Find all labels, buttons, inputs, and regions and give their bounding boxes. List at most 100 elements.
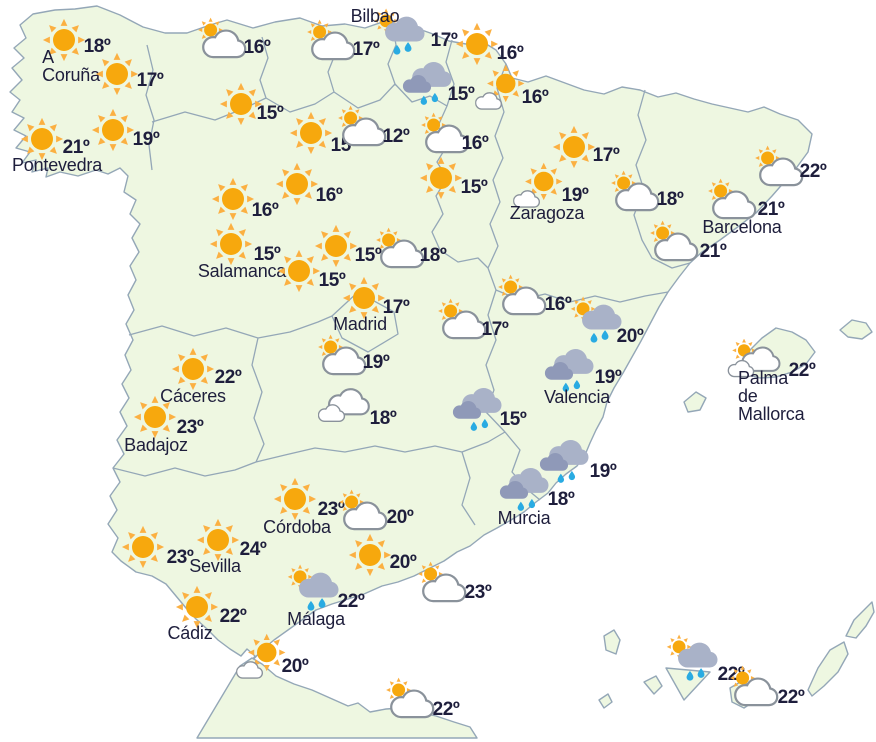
temperature-label: 19º	[589, 461, 617, 482]
city-label: Madrid	[333, 314, 387, 334]
island-fuerteventura	[807, 641, 849, 697]
temperature-label: 15º	[253, 244, 281, 265]
sun-cloud-icon	[192, 17, 248, 60]
temperature-label: 19º	[362, 352, 390, 373]
sun-cloud-icon	[333, 489, 389, 532]
temperature-label: 15º	[318, 270, 346, 291]
temperature-label: 15º	[460, 177, 488, 198]
sun-cloud-icon	[492, 274, 548, 317]
temperature-label: 20º	[281, 656, 309, 677]
sun-cloud-small-icon	[475, 64, 527, 112]
sun-icon	[273, 477, 317, 521]
sun-rain-icon	[287, 564, 341, 612]
temperature-label: 22º	[777, 687, 805, 708]
temperature-label: 21º	[699, 241, 727, 262]
temperature-label: 18º	[83, 36, 111, 57]
sun-rain-icon	[666, 634, 720, 682]
temperature-label: 17º	[382, 297, 410, 318]
temperature-label: 17º	[136, 70, 164, 91]
city-label: Badajoz	[124, 435, 188, 455]
temperature-label: 20º	[386, 507, 414, 528]
sun-icon	[133, 395, 177, 439]
temperature-label: 20º	[389, 552, 417, 573]
temperature-label: 16º	[544, 294, 572, 315]
temperature-label: 20º	[616, 326, 644, 347]
sun-cloud-icon	[332, 105, 388, 148]
sun-icon	[209, 222, 253, 266]
island-la-palma	[603, 629, 621, 655]
city-label: Zaragoza	[509, 203, 585, 223]
temperature-label: 18º	[547, 489, 575, 510]
sun-icon	[91, 108, 135, 152]
city-label: Cáceres	[160, 386, 226, 406]
temperature-label: 21º	[757, 199, 785, 220]
sun-cloud-icon	[644, 220, 700, 263]
temperature-label: 15º	[447, 84, 475, 105]
rain-icon	[499, 465, 551, 511]
city-label: Barcelona	[702, 217, 782, 237]
island-lanzarote	[845, 601, 875, 639]
temperature-label: 18º	[369, 408, 397, 429]
city-label: Córdoba	[263, 517, 331, 537]
sun-icon	[289, 111, 333, 155]
island-menorca	[839, 319, 873, 340]
sun-cloud-icon	[412, 561, 468, 604]
sun-icon	[211, 177, 255, 221]
city-label: Palma de Mallorca	[738, 368, 805, 424]
sun-icon	[275, 162, 319, 206]
temperature-label: 16º	[243, 37, 271, 58]
rain-icon	[544, 346, 596, 392]
sun-icon	[455, 22, 499, 66]
temperature-label: 12º	[382, 126, 410, 147]
temperature-label: 16º	[315, 185, 343, 206]
island-ibiza	[683, 391, 707, 413]
sun-cloud-icon	[432, 298, 488, 341]
sun-icon	[348, 533, 392, 577]
sun-cloud-icon	[724, 665, 780, 708]
city-label: Málaga	[287, 609, 345, 629]
sun-icon	[419, 156, 463, 200]
sun-icon	[277, 249, 321, 293]
temperature-label: 24º	[239, 539, 267, 560]
island-la-gomera	[643, 675, 663, 695]
temperature-label: 15º	[499, 409, 527, 430]
sun-cloud-icon	[702, 178, 758, 221]
temperature-label: 17º	[352, 39, 380, 60]
temperature-label: 17º	[592, 145, 620, 166]
temperature-label: 18º	[419, 245, 447, 266]
temperature-label: 16º	[461, 133, 489, 154]
north-africa-coast	[196, 657, 478, 739]
temperature-label: 15º	[256, 103, 284, 124]
temperature-label: 17º	[481, 319, 509, 340]
rain-icon	[452, 385, 504, 431]
clouds-icon	[318, 387, 372, 428]
city-label: Cádiz	[167, 623, 213, 643]
sun-cloud-icon	[370, 227, 426, 270]
island-el-hierro	[598, 693, 613, 709]
temperature-label: 16º	[251, 200, 279, 221]
city-label: Valencia	[543, 387, 611, 407]
temperature-label: 15º	[354, 245, 382, 266]
temperature-label: 22º	[214, 367, 242, 388]
sun-cloud-small-icon	[236, 633, 288, 681]
temperature-label: 17º	[430, 30, 458, 51]
rain-icon	[402, 59, 454, 105]
sun-icon	[171, 347, 215, 391]
temperature-label: 22º	[219, 606, 247, 627]
sun-cloud-icon	[605, 170, 661, 213]
sun-icon	[95, 52, 139, 96]
temperature-label: 16º	[496, 43, 524, 64]
temperature-label: 22º	[799, 161, 827, 182]
temperature-label: 23º	[464, 582, 492, 603]
temperature-label: 19º	[561, 185, 589, 206]
temperature-label: 23º	[166, 547, 194, 568]
temperature-label: 22º	[432, 699, 460, 720]
city-label: Pontevedra	[11, 155, 103, 175]
temperature-label: 23º	[317, 499, 345, 520]
temperature-label: 21º	[62, 137, 90, 158]
city-label: Sevilla	[189, 556, 241, 576]
temperature-label: 19º	[594, 367, 622, 388]
sun-cloud-icon	[312, 334, 368, 377]
